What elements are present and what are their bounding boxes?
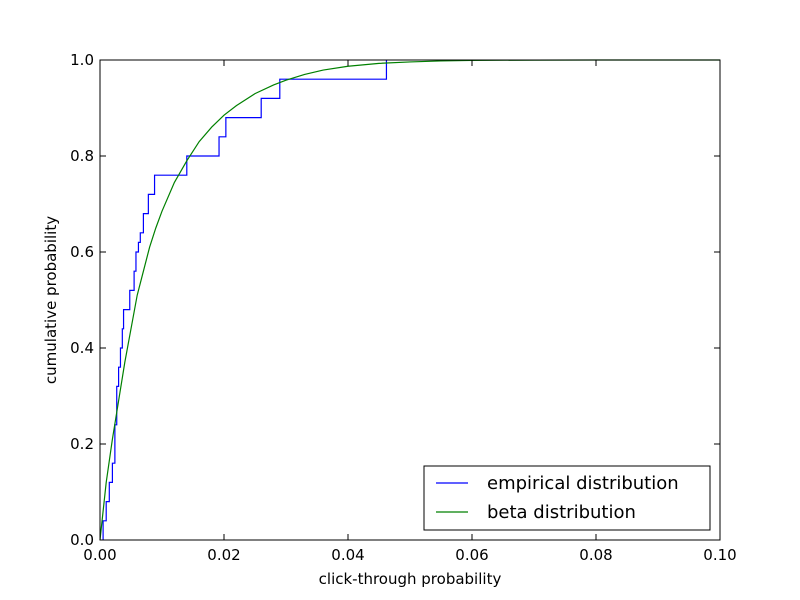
x-tick-label: 0.10 — [703, 546, 736, 564]
y-tick-label: 0.2 — [70, 435, 94, 453]
legend-label-1: beta distribution — [487, 502, 636, 523]
y-axis-label: cumulative probability — [42, 216, 60, 384]
y-tick-label: 0.4 — [70, 339, 94, 357]
y-tick-label: 0.6 — [70, 243, 94, 261]
x-tick-label: 0.04 — [331, 546, 364, 564]
legend-box — [423, 465, 711, 531]
y-tick-label: 0.8 — [70, 147, 94, 165]
x-tick-label: 0.00 — [83, 546, 116, 564]
y-tick-label: 0.0 — [70, 531, 94, 549]
series-line-0 — [102, 60, 388, 540]
x-tick-label: 0.06 — [455, 546, 488, 564]
plot-frame — [99, 59, 721, 541]
x-tick-label: 0.08 — [579, 546, 612, 564]
legend: empirical distribution beta distribution — [423, 465, 711, 531]
x-tick-label: 0.02 — [207, 546, 240, 564]
legend-label-0: empirical distribution — [487, 473, 679, 494]
plot-area: 0.00 0.02 0.04 0.06 0.08 0.10 0.0 0.2 0.4 0.6 0.8 1… — [70, 51, 737, 564]
x-axis-label: click-through probability — [319, 570, 502, 588]
series-line-1 — [99, 59, 720, 541]
y-tick-label: 1.0 — [70, 51, 94, 69]
